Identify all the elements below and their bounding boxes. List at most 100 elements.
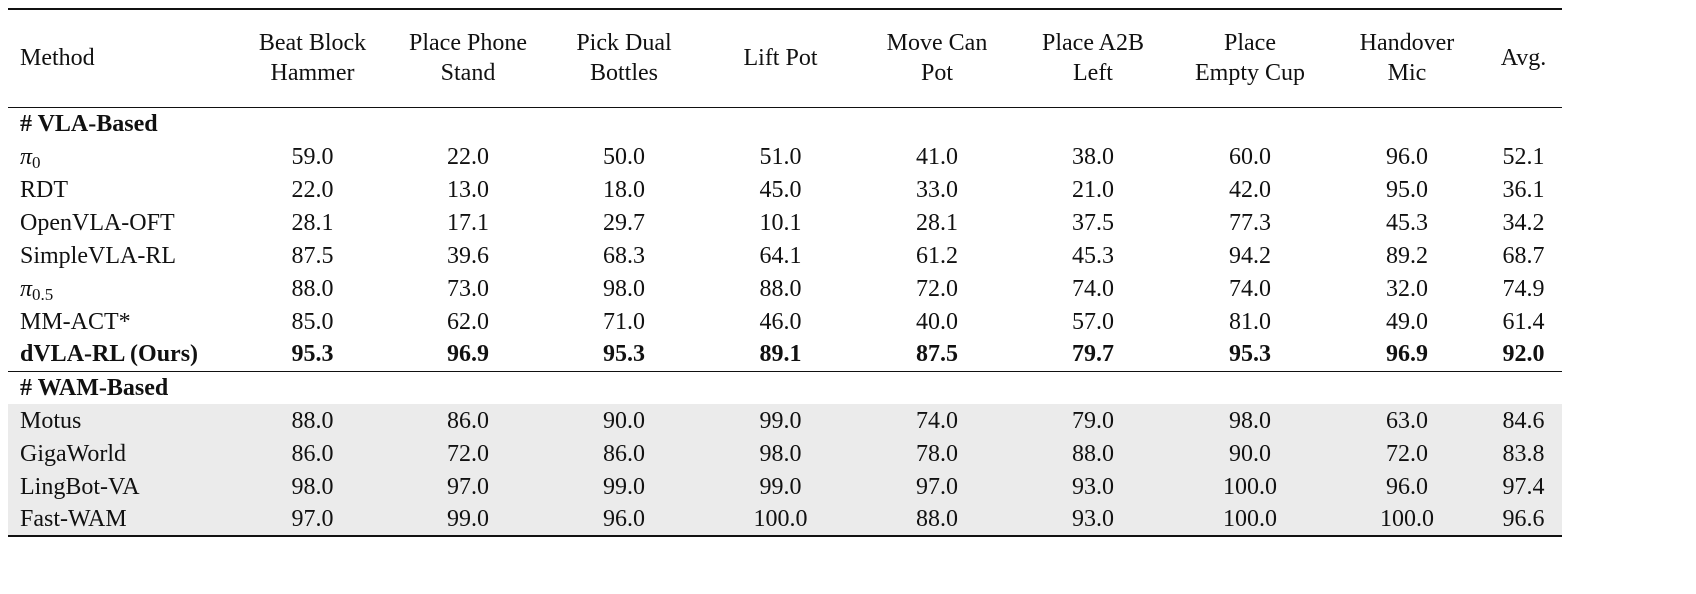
value-cell: 95.0 — [1386, 176, 1428, 203]
data-row: dVLA-RL (Ours) 95.3 96.9 95.3 89.1 87.5 79.7 95… — [8, 338, 1562, 371]
value-cell: 39.6 — [447, 242, 489, 269]
method-name: LingBot-VA — [20, 473, 140, 500]
header-text: Empty Cup — [1194, 60, 1305, 87]
method-name: GigaWorld — [20, 440, 127, 467]
value-cell: 64.1 — [759, 242, 802, 269]
method-subscript: 0 — [32, 152, 41, 172]
section-row: # VLA-Based — [8, 107, 1562, 140]
value-cell: 98.0 — [235, 470, 390, 503]
data-row: π0.5 88.0 73.0 98.0 88.0 72.0 74.0 74.0 32.0 74.9 — [8, 272, 1562, 305]
value-cell: 61.4 — [1502, 308, 1545, 335]
value-cell: 97.0 — [390, 470, 546, 503]
value-cell: 90.0 — [546, 404, 702, 437]
data-row: Fast-WAM 97.0 99.0 96.0 100.0 88.0 93.0 100.0 10… — [8, 503, 1562, 536]
value-cell: 74.9 — [1502, 275, 1545, 302]
value-cell: 96.9 — [447, 341, 489, 368]
method-name: π — [20, 143, 33, 170]
value-cell: 83.8 — [1485, 437, 1562, 470]
value-cell: 62.0 — [447, 308, 489, 335]
header-text: Handover — [1359, 30, 1455, 57]
method-cell: π0.5 — [8, 272, 235, 305]
method-cell: Motus — [8, 404, 235, 437]
value-cell: 86.0 — [390, 404, 546, 437]
header-cell: Move Can Pot — [859, 9, 1015, 107]
value-cell: 93.0 — [1015, 470, 1171, 503]
results-table: Method Beat Block Hammer Place Phone Stand Pi… — [8, 8, 1562, 537]
value-cell: 34.2 — [1502, 209, 1545, 236]
value-cell: 37.5 — [1072, 209, 1114, 236]
value-cell: 98.0 — [702, 437, 859, 470]
value-cell: 99.0 — [546, 470, 702, 503]
header-cell: Beat Block Hammer — [235, 9, 390, 107]
value-cell: 84.6 — [1485, 404, 1562, 437]
value-cell: 96.6 — [1485, 503, 1562, 536]
value-cell: 79.0 — [1015, 404, 1171, 437]
value-cell: 88.0 — [759, 275, 802, 302]
data-row: OpenVLA-OFT 28.1 17.1 29.7 10.1 28.1 37.5 77.3 4… — [8, 206, 1562, 239]
value-cell: 61.2 — [916, 242, 958, 269]
value-cell: 57.0 — [1072, 308, 1114, 335]
table-header: Method Beat Block Hammer Place Phone Stand Pi… — [8, 9, 1562, 107]
value-cell: 59.0 — [291, 143, 334, 170]
value-cell: 17.1 — [447, 209, 489, 236]
data-row: SimpleVLA-RL 87.5 39.6 68.3 64.1 61.2 45.3 94.2… — [8, 239, 1562, 272]
value-cell: 99.0 — [702, 404, 859, 437]
method-name: SimpleVLA-RL — [20, 242, 176, 269]
method-name: π — [20, 275, 33, 302]
table-body: # VLA-Based π0 59.0 22.0 50.0 51.0 41.0 38.0 60.… — [8, 107, 1562, 536]
value-cell: 87.5 — [291, 242, 334, 269]
value-cell: 45.3 — [1386, 209, 1428, 236]
header-text: Pick Dual — [576, 30, 672, 57]
value-cell: 96.0 — [546, 503, 702, 536]
header-row: Method Beat Block Hammer Place Phone Stand Pi… — [8, 9, 1562, 107]
method-name: Motus — [20, 407, 82, 434]
header-cell: Avg. — [1485, 9, 1562, 107]
value-cell: 63.0 — [1329, 404, 1485, 437]
value-cell: 90.0 — [1171, 437, 1329, 470]
value-cell: 88.0 — [859, 503, 1015, 536]
value-cell: 99.0 — [702, 470, 859, 503]
header-text: Method — [20, 45, 95, 72]
method-cell: SimpleVLA-RL — [8, 239, 235, 272]
header-text: Pot — [920, 60, 953, 87]
value-cell: 22.0 — [291, 176, 334, 203]
data-row: MM-ACT* 85.0 62.0 71.0 46.0 40.0 57.0 81.0 49.0 6… — [8, 305, 1562, 338]
method-name: MM-ACT* — [20, 308, 131, 335]
value-cell: 99.0 — [390, 503, 546, 536]
value-cell: 100.0 — [702, 503, 859, 536]
method-name: RDT — [20, 176, 68, 203]
method-name: OpenVLA-OFT — [20, 209, 175, 236]
value-cell: 72.0 — [916, 275, 958, 302]
value-cell: 60.0 — [1229, 143, 1271, 170]
value-cell: 95.3 — [1229, 341, 1271, 368]
value-cell: 74.0 — [859, 404, 1015, 437]
header-text: Hammer — [270, 60, 355, 87]
value-cell: 10.1 — [759, 209, 802, 236]
value-cell: 97.4 — [1485, 470, 1562, 503]
value-cell: 88.0 — [235, 404, 390, 437]
method-subscript: 0.5 — [32, 284, 54, 304]
value-cell: 45.3 — [1072, 242, 1114, 269]
header-text: Avg. — [1500, 45, 1547, 72]
value-cell: 93.0 — [1015, 503, 1171, 536]
value-cell: 100.0 — [1329, 503, 1485, 536]
data-row: π0 59.0 22.0 50.0 51.0 41.0 38.0 60.0 96.0 52.1 — [8, 140, 1562, 173]
value-cell: 78.0 — [859, 437, 1015, 470]
value-cell: 97.0 — [859, 470, 1015, 503]
value-cell: 96.0 — [1329, 470, 1485, 503]
value-cell: 100.0 — [1171, 503, 1329, 536]
data-row: Motus 88.0 86.0 90.0 99.0 74.0 79.0 98.0 63.0 84.… — [8, 404, 1562, 437]
value-cell: 98.0 — [1171, 404, 1329, 437]
header-cell: Handover Mic — [1329, 9, 1485, 107]
header-text: Left — [1073, 60, 1113, 87]
value-cell: 40.0 — [916, 308, 958, 335]
value-cell: 86.0 — [546, 437, 702, 470]
value-cell: 49.0 — [1386, 308, 1428, 335]
value-cell: 18.0 — [603, 176, 645, 203]
value-cell: 81.0 — [1229, 308, 1271, 335]
value-cell: 38.0 — [1072, 143, 1114, 170]
value-cell: 74.0 — [1229, 275, 1271, 302]
value-cell: 33.0 — [916, 176, 958, 203]
value-cell: 96.9 — [1386, 341, 1428, 368]
method-cell: OpenVLA-OFT — [8, 206, 235, 239]
